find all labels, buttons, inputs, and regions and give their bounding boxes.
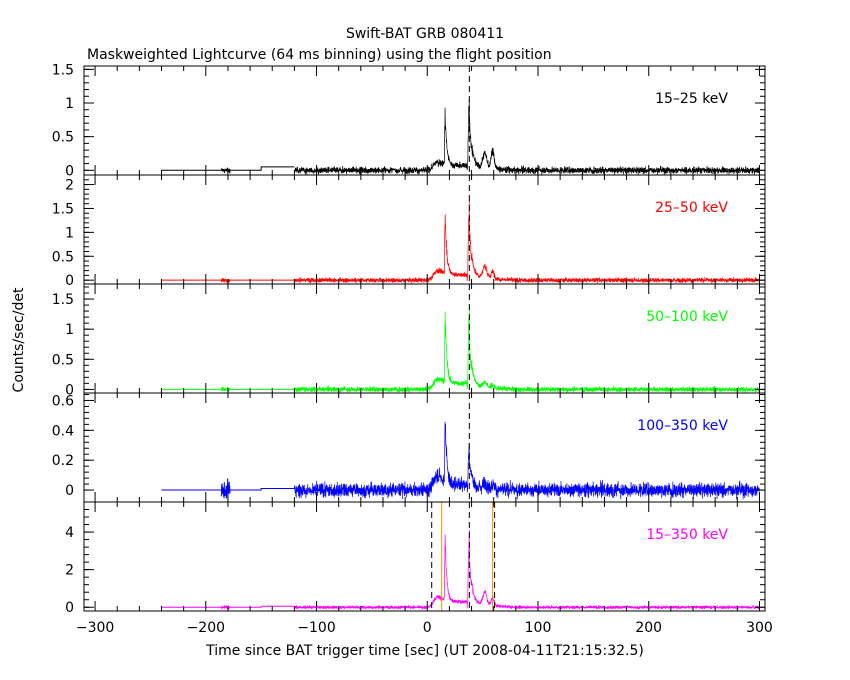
x-axis-label: Time since BAT trigger time [sec] (UT 20… bbox=[205, 643, 644, 659]
y-tick-label: 0 bbox=[65, 600, 74, 616]
fine-chunk-line bbox=[220, 386, 231, 393]
panel-4: 0 0.2 0.4 0.6 100–350 keV bbox=[52, 392, 766, 503]
x-tick-label: 300 bbox=[746, 620, 773, 636]
x-tick-label: −100 bbox=[297, 620, 335, 636]
y-tick-label: 2 bbox=[65, 178, 74, 194]
panel-frame bbox=[83, 283, 766, 394]
fine-chunk-line bbox=[220, 478, 231, 499]
panel-data bbox=[161, 66, 760, 175]
energy-band-label: 50–100 keV bbox=[646, 309, 728, 325]
y-tick-label: 1 bbox=[65, 96, 74, 112]
y-tick-label: 0.5 bbox=[52, 352, 74, 368]
x-tick-label: 100 bbox=[525, 620, 552, 636]
panel-frame bbox=[83, 65, 766, 176]
coarse-step-line bbox=[161, 488, 295, 491]
coarse-step-line bbox=[161, 166, 295, 171]
y-tick-label: 1 bbox=[65, 225, 74, 241]
x-tick-label: −200 bbox=[187, 620, 225, 636]
y-tick-label: 0 bbox=[65, 382, 74, 398]
fine-chunk-line bbox=[220, 604, 231, 611]
fine-chunk-line bbox=[220, 277, 231, 284]
chart-subtitle: Maskweighted Lightcurve (64 ms binning) … bbox=[87, 47, 552, 63]
energy-band-label: 15–25 keV bbox=[655, 91, 728, 107]
panel-frame bbox=[83, 501, 766, 612]
coarse-step-line bbox=[161, 605, 295, 608]
energy-band-label: 15–350 keV bbox=[646, 527, 728, 543]
lightcurve-line bbox=[294, 305, 760, 393]
y-axis-label: Counts/sec/det bbox=[11, 287, 27, 392]
chart-title: Swift-BAT GRB 080411 bbox=[346, 26, 504, 42]
panel-data bbox=[161, 284, 760, 393]
y-tick-label: 1.5 bbox=[52, 62, 74, 78]
panel-3: 0 0.5 1 1.5 50–100 keV bbox=[52, 283, 766, 398]
panel-1: 0 0.5 1 1.5 15–25 keV bbox=[52, 62, 766, 179]
y-tick-label: 0 bbox=[65, 163, 74, 179]
y-tick-label: 2 bbox=[65, 563, 74, 579]
x-tick-label: −300 bbox=[76, 620, 114, 636]
panels: 0 0.5 1 1.5 15–25 keV 0 0.5 1 1.5 2 25–50 keV 0 0.5 1… bbox=[52, 62, 773, 636]
panel-data bbox=[161, 175, 760, 284]
panel-frame bbox=[83, 174, 766, 285]
energy-band-label: 25–50 keV bbox=[655, 200, 728, 216]
fine-chunk-line bbox=[220, 167, 231, 174]
x-tick-label: 200 bbox=[635, 620, 662, 636]
lightcurve-line bbox=[294, 196, 760, 284]
y-tick-label: 0.5 bbox=[52, 130, 74, 146]
y-tick-label: 1 bbox=[65, 322, 74, 338]
y-tick-label: 1.5 bbox=[52, 201, 74, 217]
panel-2: 0 0.5 1 1.5 2 25–50 keV bbox=[52, 174, 766, 289]
panel-frame bbox=[83, 392, 766, 503]
lightcurve-line bbox=[294, 99, 760, 175]
y-tick-label: 0.5 bbox=[52, 249, 74, 265]
panel-data bbox=[161, 502, 760, 611]
energy-band-label: 100–350 keV bbox=[637, 418, 728, 434]
y-tick-label: 4 bbox=[65, 525, 74, 541]
panel-5: 0 2 4 15–350 keV bbox=[65, 501, 766, 616]
y-tick-label: 0.6 bbox=[52, 393, 74, 409]
x-tick-label: 0 bbox=[423, 620, 432, 636]
panel-data bbox=[161, 393, 760, 502]
y-tick-label: 0.2 bbox=[52, 453, 74, 469]
y-tick-label: 0 bbox=[65, 273, 74, 289]
lightcurve-line bbox=[294, 530, 760, 611]
lightcurve-line bbox=[294, 421, 760, 500]
y-tick-label: 0.4 bbox=[52, 423, 74, 439]
y-tick-label: 0 bbox=[65, 483, 74, 499]
y-tick-label: 1.5 bbox=[52, 292, 74, 308]
